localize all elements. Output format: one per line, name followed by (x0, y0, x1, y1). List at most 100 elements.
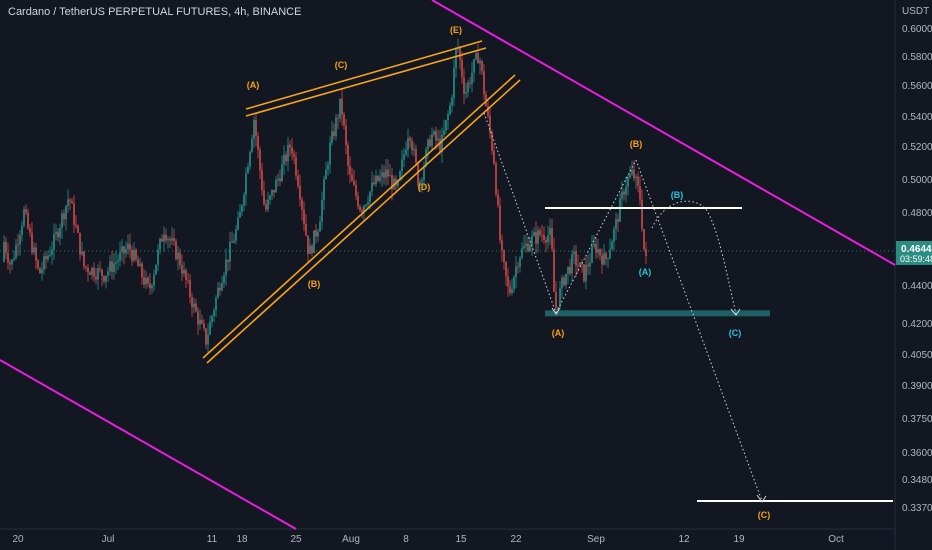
candle-body (495, 163, 497, 195)
candle-body (451, 97, 453, 106)
candle-body (61, 213, 63, 229)
wave-label: (C) (335, 60, 348, 70)
candle-body (323, 179, 325, 200)
candle-body (453, 68, 455, 98)
candle-body (401, 159, 403, 172)
candle-body (515, 266, 517, 278)
candle-body (631, 169, 633, 175)
candle-body (533, 232, 535, 236)
projection-path-decline[interactable] (483, 112, 557, 314)
candle-body (147, 277, 149, 284)
candle-body (335, 117, 337, 137)
candle-body (633, 169, 635, 179)
candle-body (131, 249, 133, 261)
candle-body (23, 209, 25, 226)
candle-body (289, 144, 291, 148)
price-tick: 0.4800 (902, 208, 932, 219)
candle-body (211, 316, 213, 322)
candle-body (617, 219, 619, 222)
candle-body (405, 149, 407, 155)
candle-body (437, 138, 439, 141)
candle-body (305, 223, 307, 236)
support-zone[interactable] (545, 310, 770, 317)
candle-body (273, 189, 275, 193)
candle-body (129, 243, 131, 250)
candle-body (311, 245, 313, 253)
candle-body (377, 175, 379, 181)
candle-body (301, 199, 303, 210)
candle-body (237, 217, 239, 230)
arrowhead-target-icon (756, 494, 767, 503)
candle-body (547, 235, 549, 243)
candle-body (341, 98, 343, 115)
candle-body (409, 138, 411, 141)
wave-label: (A) (552, 328, 565, 338)
candle-body (241, 205, 243, 213)
candle-body (609, 249, 611, 259)
candle-body (461, 59, 463, 78)
candle-body (29, 228, 31, 233)
wedge-lower-line-1[interactable] (202, 74, 516, 359)
candle-body (215, 297, 217, 311)
candle-body (507, 276, 509, 287)
candle-body (353, 181, 355, 185)
candle-body (233, 240, 235, 243)
candle-body (375, 175, 377, 185)
candle-body (111, 261, 113, 272)
candle-body (585, 264, 587, 282)
candle-body (255, 119, 257, 137)
candle-body (467, 82, 469, 93)
candle-body (549, 227, 551, 236)
candle-body (623, 191, 625, 195)
candle-body (519, 257, 521, 267)
candle-body (385, 169, 387, 178)
candle-body (67, 199, 69, 206)
candle-body (175, 241, 177, 260)
projection-path-arc[interactable] (651, 200, 737, 315)
candle-body (415, 148, 417, 163)
candle-body (397, 180, 399, 186)
wave-label: (A) (639, 267, 652, 277)
candle-body (121, 246, 123, 253)
candle-body (213, 310, 215, 317)
projection-path-target[interactable] (635, 159, 763, 502)
candle-body (227, 259, 229, 262)
wedge-lower-line-2[interactable] (206, 79, 521, 364)
wave-label: (B) (308, 279, 321, 289)
candle-body (21, 225, 23, 236)
candle-body (349, 165, 351, 175)
wedge-upper-line-1[interactable] (245, 40, 483, 110)
candle-body (487, 106, 489, 116)
candle-body (535, 232, 537, 244)
candle-body (471, 72, 473, 84)
price-axis-currency: USDT (902, 6, 929, 17)
candle-body (589, 262, 591, 267)
candle-body (57, 231, 59, 238)
candle-body (159, 238, 161, 250)
candle-body (231, 241, 233, 243)
candle-body (167, 239, 169, 241)
candle-body (527, 243, 529, 251)
candle-body (463, 77, 465, 94)
candle-body (481, 60, 483, 72)
candle-body (597, 249, 599, 253)
candle-body (79, 232, 81, 255)
candle-body (577, 265, 579, 267)
candle-body (27, 212, 29, 229)
wedge-upper-line-2[interactable] (245, 47, 487, 117)
candle-body (103, 276, 105, 282)
candle-body (95, 276, 97, 280)
candle-body (331, 131, 333, 143)
candle-body (75, 224, 77, 227)
upper-trendline[interactable] (431, 0, 896, 266)
candle-body (7, 253, 9, 263)
candle-body (73, 203, 75, 225)
projection-path-rise[interactable] (555, 159, 637, 314)
candle-body (605, 253, 607, 259)
lower-trendline[interactable] (0, 359, 297, 530)
candle-body (123, 246, 125, 254)
candle-body (153, 274, 155, 286)
candle-body (559, 288, 561, 307)
